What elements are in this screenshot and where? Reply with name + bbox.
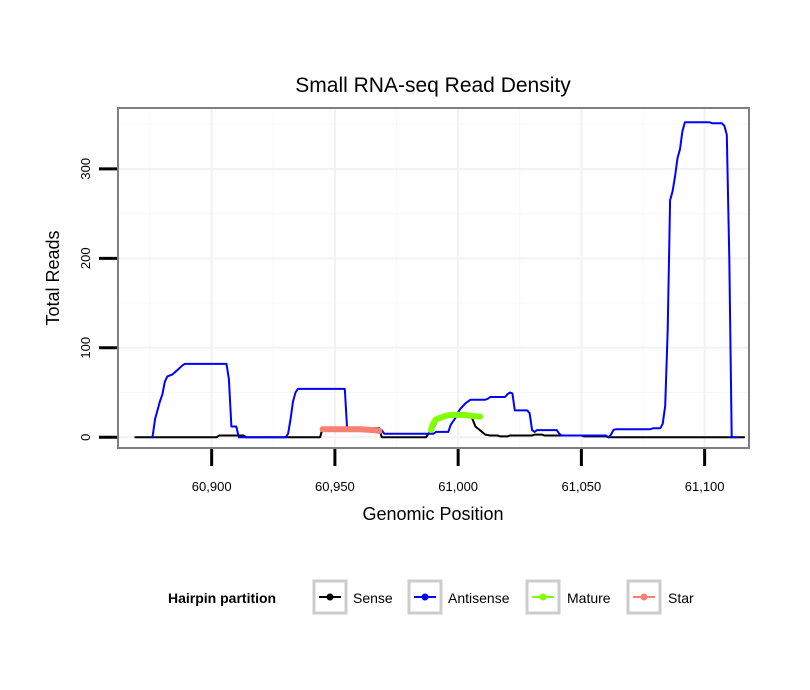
x-tick-label: 60,950 xyxy=(315,479,355,494)
y-tick-label: 200 xyxy=(78,247,93,269)
x-axis-label: Genomic Position xyxy=(362,504,503,524)
legend-item-mature: Mature xyxy=(525,579,611,615)
y-tick-label: 100 xyxy=(78,337,93,359)
x-tick-label: 61,050 xyxy=(562,479,602,494)
legend-key-dot xyxy=(539,593,547,601)
series-line-star xyxy=(319,426,383,434)
x-tick-label: 61,100 xyxy=(685,479,725,494)
legend-item-antisense: Antisense xyxy=(407,579,510,615)
series-line-sense xyxy=(134,413,746,439)
legend-item-sense: Sense xyxy=(312,579,393,615)
legend-title: Hairpin partition xyxy=(168,590,276,606)
legend: Hairpin partition Sense Antisense Mature… xyxy=(168,579,694,615)
series-line-antisense xyxy=(151,121,738,439)
legend-label-star: Star xyxy=(668,590,694,606)
y-axis-label: Total Reads xyxy=(43,230,63,325)
x-tick-label: 60,900 xyxy=(192,479,232,494)
series-layer xyxy=(134,121,746,439)
legend-key-dot xyxy=(326,593,334,601)
legend-label-antisense: Antisense xyxy=(448,590,510,606)
x-tick-label: 61,000 xyxy=(438,479,478,494)
legend-label-sense: Sense xyxy=(353,590,393,606)
series-line-mature xyxy=(428,411,484,434)
legend-key-dot xyxy=(421,593,429,601)
legend-key-dot xyxy=(640,593,648,601)
grid-lines xyxy=(118,108,749,448)
legend-item-star: Star xyxy=(626,579,694,615)
y-tick-label: 300 xyxy=(78,158,93,180)
chart-title: Small RNA-seq Read Density xyxy=(295,74,571,97)
y-axis: 0 100 200 300 xyxy=(78,158,117,441)
legend-label-mature: Mature xyxy=(567,590,611,606)
x-axis: 60,900 60,950 61,000 61,050 61,100 xyxy=(192,449,725,494)
plot-panel-border xyxy=(117,107,750,449)
y-tick-label: 0 xyxy=(78,434,93,441)
